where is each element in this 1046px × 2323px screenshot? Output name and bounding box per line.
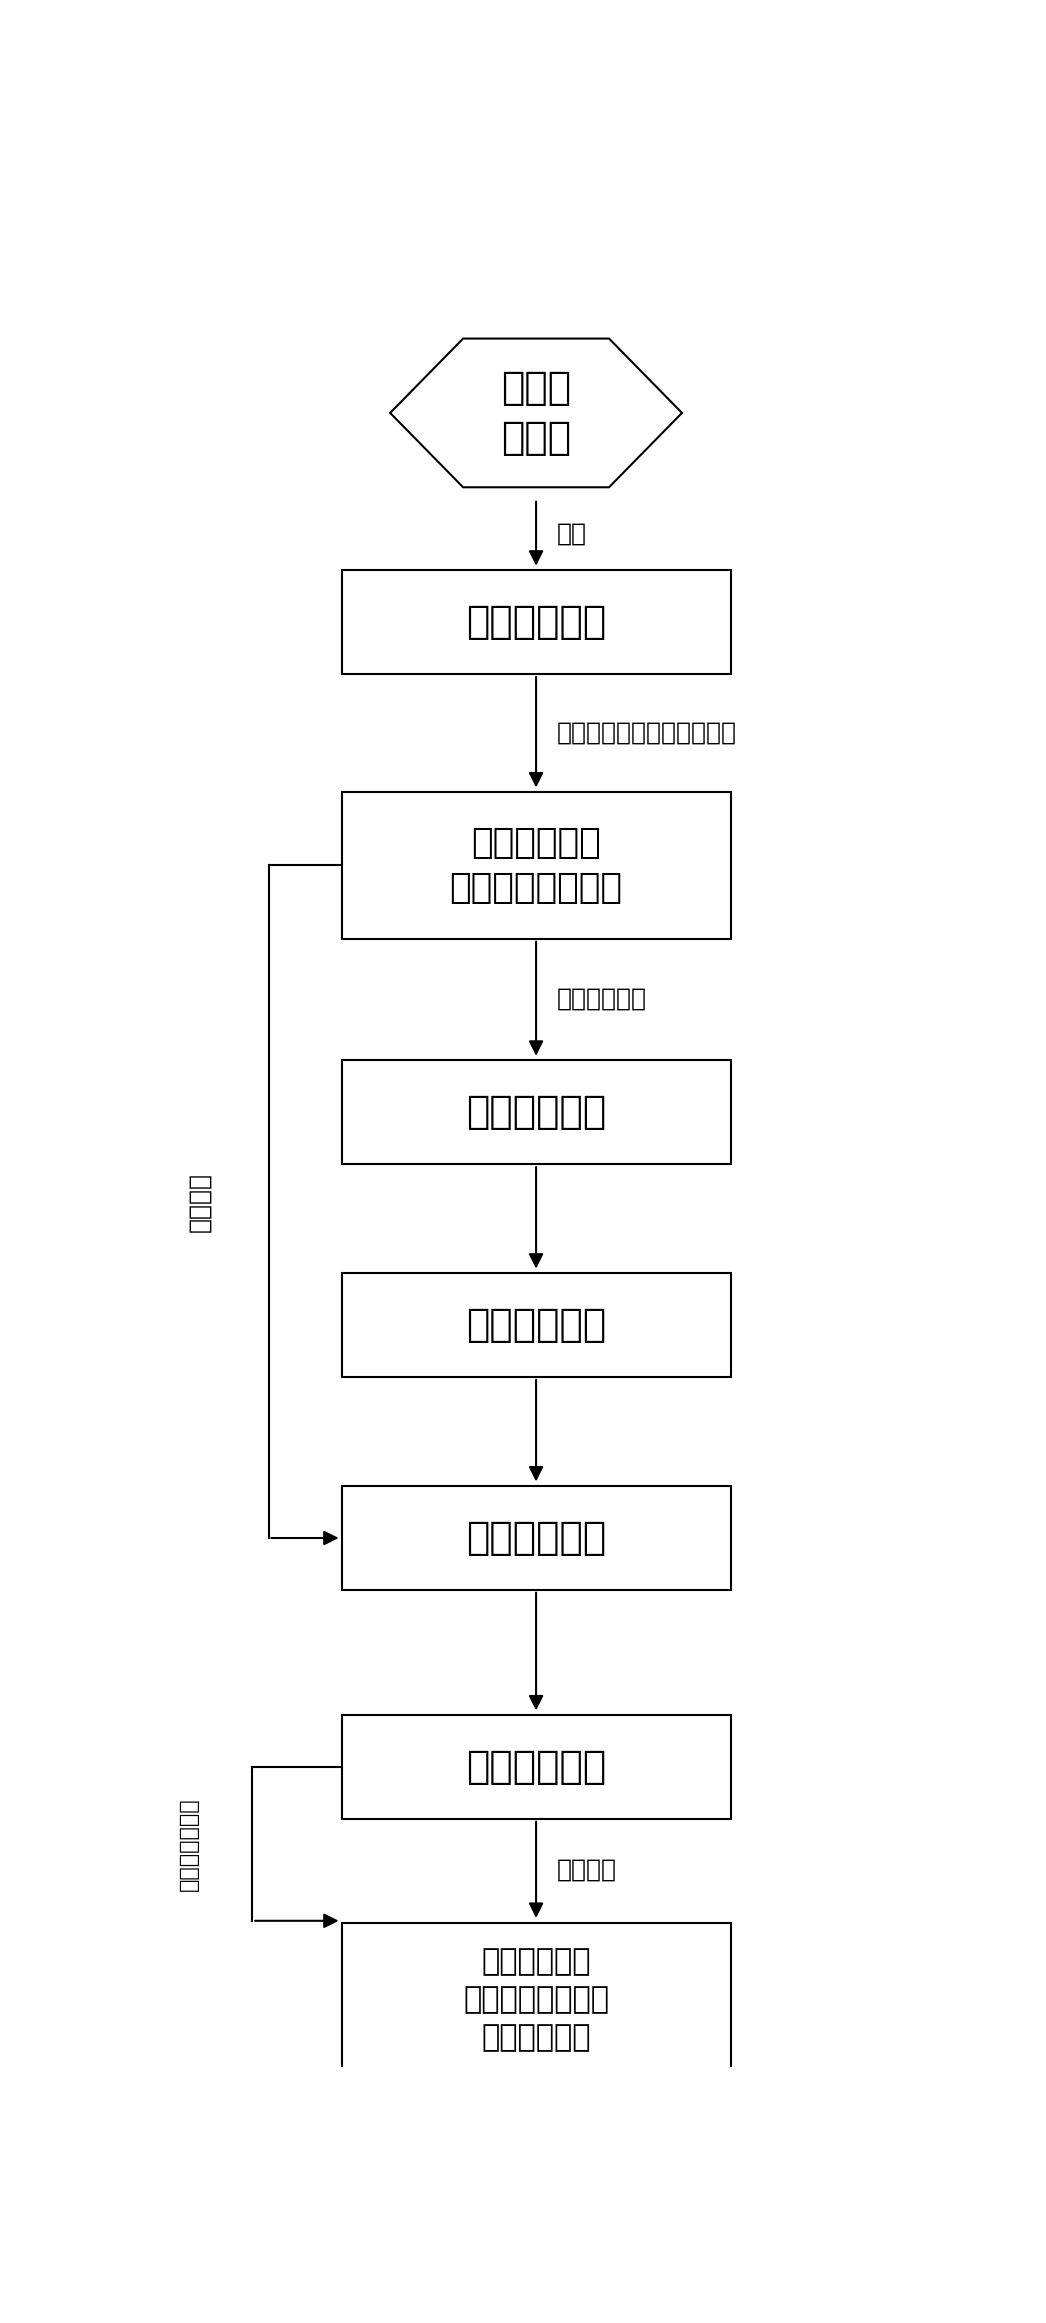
Bar (341, 1714, 730, 1819)
Bar (341, 1487, 730, 1589)
Bar (341, 1059, 730, 1164)
Bar (341, 1273, 730, 1378)
Polygon shape (390, 339, 682, 488)
Text: 入口来
车检测: 入口来 车检测 (501, 369, 571, 458)
Text: 车辆状态检测
（缴费或黑名单）: 车辆状态检测 （缴费或黑名单） (450, 827, 622, 906)
Text: 装卡车辆（固定用户车辆）: 装卡车辆（固定用户车辆） (556, 720, 736, 743)
Text: 来车: 来车 (556, 523, 587, 546)
Text: 自动放行车辆: 自动放行车辆 (465, 1519, 607, 1556)
Text: 缴费正常: 缴费正常 (187, 1171, 211, 1231)
Text: 欠费信息提示: 欠费信息提示 (465, 1094, 607, 1131)
Bar (341, 571, 730, 674)
Text: 车辆离开检测: 车辆离开检测 (465, 1747, 607, 1786)
Text: 已经离开: 已经离开 (556, 1858, 616, 1882)
Bar (341, 1923, 730, 2074)
Bar (341, 792, 730, 938)
Text: 停车诱导提示: 停车诱导提示 (465, 1306, 607, 1345)
Text: 固定用户车辆
入口过车记录生成
（处理完成）: 固定用户车辆 入口过车记录生成 （处理完成） (463, 1947, 609, 2051)
Text: 车辆信息检测: 车辆信息检测 (465, 604, 607, 641)
Text: 欠费或黑名单: 欠费或黑名单 (556, 987, 646, 1011)
Text: 未离开继续检测: 未离开继续检测 (179, 1798, 199, 1891)
